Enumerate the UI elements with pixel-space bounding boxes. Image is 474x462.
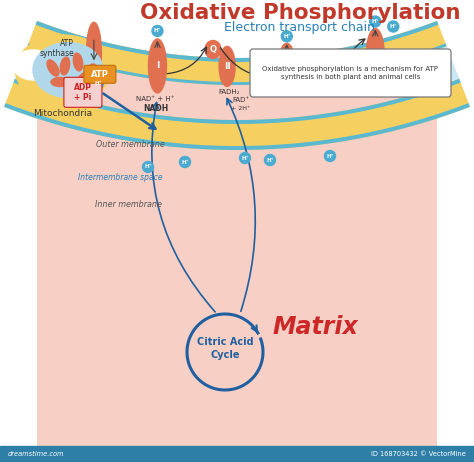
Text: H⁺: H⁺ bbox=[154, 29, 161, 33]
Ellipse shape bbox=[148, 39, 166, 93]
Text: + 2H⁺: + 2H⁺ bbox=[231, 106, 251, 111]
Circle shape bbox=[143, 162, 154, 172]
Polygon shape bbox=[27, 21, 447, 85]
Text: Outer membrane: Outer membrane bbox=[96, 140, 164, 149]
Polygon shape bbox=[0, 446, 474, 462]
Ellipse shape bbox=[324, 83, 337, 96]
Ellipse shape bbox=[16, 35, 110, 105]
Text: FAD⁺: FAD⁺ bbox=[233, 97, 250, 103]
Text: Oxidative Phosphorylation: Oxidative Phosphorylation bbox=[140, 3, 460, 23]
Ellipse shape bbox=[51, 78, 69, 86]
Text: H⁺: H⁺ bbox=[266, 158, 274, 163]
Ellipse shape bbox=[205, 41, 221, 59]
Text: Inner membrane: Inner membrane bbox=[94, 200, 162, 209]
Circle shape bbox=[370, 16, 381, 27]
Text: Q: Q bbox=[210, 45, 217, 54]
Text: ATP: ATP bbox=[91, 70, 109, 79]
Text: Cycle: Cycle bbox=[210, 350, 240, 360]
Text: IV: IV bbox=[370, 50, 381, 59]
Polygon shape bbox=[13, 79, 461, 124]
Text: dreamstime.com: dreamstime.com bbox=[8, 451, 64, 457]
Text: H⁺: H⁺ bbox=[326, 153, 334, 158]
Ellipse shape bbox=[278, 43, 296, 95]
Text: H⁺: H⁺ bbox=[390, 24, 397, 29]
FancyBboxPatch shape bbox=[250, 49, 451, 97]
Polygon shape bbox=[15, 46, 459, 120]
Text: ID 168703432 © VectorMine: ID 168703432 © VectorMine bbox=[371, 451, 466, 457]
Text: II: II bbox=[224, 62, 230, 71]
FancyBboxPatch shape bbox=[84, 65, 116, 83]
FancyBboxPatch shape bbox=[64, 77, 102, 107]
Polygon shape bbox=[37, 21, 437, 462]
Circle shape bbox=[388, 21, 399, 32]
Ellipse shape bbox=[84, 64, 96, 80]
Text: H⁺: H⁺ bbox=[241, 156, 249, 160]
Circle shape bbox=[325, 151, 336, 162]
Ellipse shape bbox=[13, 50, 53, 80]
Text: + 2H⁺: + 2H⁺ bbox=[374, 91, 393, 96]
Text: Citric Acid: Citric Acid bbox=[197, 337, 253, 347]
Ellipse shape bbox=[76, 71, 91, 85]
Polygon shape bbox=[27, 43, 447, 85]
Polygon shape bbox=[4, 79, 470, 150]
Text: I: I bbox=[156, 61, 159, 70]
Circle shape bbox=[92, 78, 103, 89]
Text: H⁺: H⁺ bbox=[283, 34, 291, 39]
Text: H₂O: H₂O bbox=[394, 79, 408, 85]
Polygon shape bbox=[4, 103, 470, 150]
Circle shape bbox=[264, 154, 275, 165]
Text: III: III bbox=[282, 65, 292, 74]
Text: Matrix: Matrix bbox=[272, 315, 358, 339]
Ellipse shape bbox=[33, 43, 103, 97]
Text: ATP
synthase: ATP synthase bbox=[39, 39, 74, 58]
Circle shape bbox=[239, 152, 250, 164]
Circle shape bbox=[152, 25, 163, 36]
Circle shape bbox=[180, 157, 191, 168]
Ellipse shape bbox=[64, 79, 82, 89]
Text: Cyt c: Cyt c bbox=[336, 71, 355, 80]
Ellipse shape bbox=[366, 29, 384, 80]
Ellipse shape bbox=[73, 53, 82, 71]
Text: ½O₂: ½O₂ bbox=[376, 81, 391, 87]
Ellipse shape bbox=[60, 57, 70, 75]
Text: Intermembrane space: Intermembrane space bbox=[78, 173, 162, 182]
Text: ADP
+ Pi: ADP + Pi bbox=[74, 83, 92, 102]
Text: Oxidative phosphorylation is a mechanism for ATP
synthesis in both plant and ani: Oxidative phosphorylation is a mechanism… bbox=[263, 66, 438, 80]
Text: H⁺: H⁺ bbox=[372, 19, 379, 24]
Text: FADH₂: FADH₂ bbox=[219, 90, 240, 96]
Text: H⁺: H⁺ bbox=[94, 81, 101, 86]
Ellipse shape bbox=[47, 60, 59, 76]
Circle shape bbox=[281, 31, 292, 42]
Text: NADH: NADH bbox=[143, 104, 168, 114]
Polygon shape bbox=[36, 21, 438, 62]
Polygon shape bbox=[4, 0, 470, 150]
Ellipse shape bbox=[219, 46, 235, 86]
Text: H⁺: H⁺ bbox=[144, 164, 152, 170]
Ellipse shape bbox=[86, 22, 101, 84]
Text: Mitochondria: Mitochondria bbox=[34, 109, 92, 117]
Text: NAD⁺ + H⁺: NAD⁺ + H⁺ bbox=[137, 96, 174, 102]
Text: Electron transport chain: Electron transport chain bbox=[225, 20, 375, 34]
Text: H⁺: H⁺ bbox=[181, 159, 189, 164]
